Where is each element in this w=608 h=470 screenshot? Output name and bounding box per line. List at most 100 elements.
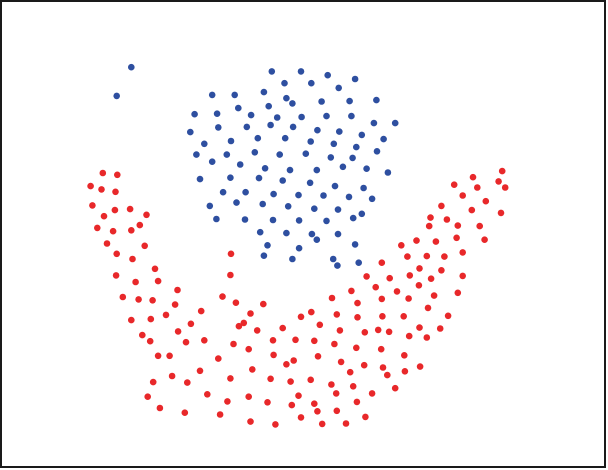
scatter-point-series-2 bbox=[459, 249, 467, 256]
scatter-point-series-1 bbox=[213, 110, 221, 117]
scatter-point-series-2 bbox=[318, 420, 326, 428]
scatter-point-series-1 bbox=[306, 179, 314, 187]
scatter-point-series-2 bbox=[99, 169, 107, 177]
scatter-point-series-1 bbox=[281, 134, 289, 142]
scatter-point-series-1 bbox=[233, 199, 240, 206]
scatter-point-series-2 bbox=[416, 265, 423, 272]
scatter-point-series-1 bbox=[334, 230, 342, 238]
scatter-point-series-2 bbox=[240, 319, 248, 327]
scatter-point-series-2 bbox=[103, 240, 111, 247]
scatter-point-series-2 bbox=[270, 351, 277, 359]
scatter-point-series-2 bbox=[348, 287, 355, 295]
scatter-point-series-2 bbox=[385, 328, 393, 336]
scatter-point-series-2 bbox=[260, 300, 267, 308]
scatter-point-series-2 bbox=[372, 283, 380, 291]
scatter-point-series-1 bbox=[201, 140, 208, 148]
scatter-point-series-2 bbox=[438, 267, 445, 274]
scatter-point-series-2 bbox=[377, 345, 385, 353]
scatter-point-series-2 bbox=[143, 211, 150, 219]
scatter-point-series-2 bbox=[400, 313, 408, 320]
scatter-point-series-1 bbox=[329, 255, 337, 263]
scatter-point-series-1 bbox=[358, 210, 366, 218]
scatter-point-series-2 bbox=[346, 368, 354, 376]
scatter-point-series-2 bbox=[245, 393, 252, 401]
scatter-point-series-2 bbox=[398, 242, 405, 249]
scatter-point-series-2 bbox=[166, 352, 173, 360]
scatter-point-series-1 bbox=[314, 126, 321, 134]
scatter-point-series-1 bbox=[351, 241, 359, 248]
scatter-point-series-1 bbox=[311, 205, 318, 212]
scatter-point-series-1 bbox=[335, 84, 343, 92]
scatter-point-series-2 bbox=[94, 224, 101, 232]
scatter-point-series-2 bbox=[128, 316, 135, 324]
scatter-point-series-2 bbox=[311, 337, 318, 345]
scatter-point-series-1 bbox=[346, 97, 353, 105]
scatter-point-series-2 bbox=[368, 390, 376, 397]
scatter-point-series-1 bbox=[247, 111, 255, 119]
scatter-point-series-2 bbox=[336, 327, 344, 334]
scatter-point-series-2 bbox=[149, 297, 156, 304]
scatter-point-series-2 bbox=[136, 221, 144, 229]
scatter-point-series-1 bbox=[227, 174, 234, 181]
scatter-point-series-1 bbox=[339, 163, 347, 171]
scatter-point-series-1 bbox=[313, 166, 321, 174]
scatter-point-series-1 bbox=[269, 216, 277, 224]
scatter-point-series-2 bbox=[307, 376, 315, 384]
scatter-point-series-2 bbox=[474, 184, 481, 191]
scatter-point-series-2 bbox=[174, 328, 182, 335]
scatter-point-series-2 bbox=[245, 345, 252, 353]
scatter-point-series-2 bbox=[132, 278, 139, 286]
scatter-point-series-2 bbox=[328, 381, 335, 388]
scatter-point-series-1 bbox=[327, 154, 335, 161]
scatter-point-series-1 bbox=[284, 203, 292, 210]
scatter-point-series-1 bbox=[281, 79, 288, 87]
scatter-point-series-2 bbox=[311, 400, 318, 408]
scatter-point-series-1 bbox=[223, 151, 231, 158]
scatter-point-series-2 bbox=[416, 363, 424, 370]
scatter-point-series-2 bbox=[316, 321, 324, 329]
scatter-point-series-2 bbox=[495, 178, 502, 185]
scatter-point-series-2 bbox=[425, 222, 433, 230]
scatter-point-series-2 bbox=[363, 273, 370, 280]
scatter-point-series-2 bbox=[89, 202, 96, 209]
scatter-point-series-1 bbox=[208, 91, 216, 99]
scatter-point-series-2 bbox=[353, 398, 361, 406]
scatter-point-series-1 bbox=[128, 63, 135, 71]
scatter-point-series-2 bbox=[430, 292, 438, 299]
scatter-point-series-2 bbox=[98, 186, 105, 193]
scatter-point-series-2 bbox=[427, 275, 435, 283]
scatter-point-series-2 bbox=[469, 173, 477, 181]
scatter-point-series-2 bbox=[438, 202, 445, 210]
scatter-point-series-2 bbox=[361, 329, 369, 336]
scatter-point-series-1 bbox=[241, 216, 249, 223]
scatter-point-series-2 bbox=[174, 286, 181, 294]
scatter-point-series-1 bbox=[270, 190, 277, 198]
scatter-point-series-1 bbox=[227, 137, 235, 145]
scatter-point-series-2 bbox=[379, 364, 387, 371]
scatter-point-series-1 bbox=[264, 242, 271, 249]
scatter-point-series-1 bbox=[242, 188, 249, 196]
scatter-point-series-2 bbox=[333, 407, 341, 415]
scatter-point-series-1 bbox=[187, 128, 194, 136]
scatter-point-series-2 bbox=[459, 272, 467, 280]
scatter-point-series-1 bbox=[334, 262, 341, 269]
scatter-point-series-1 bbox=[113, 92, 120, 100]
scatter-point-series-2 bbox=[197, 307, 205, 315]
scatter-point-series-2 bbox=[126, 205, 134, 213]
scatter-point-series-1 bbox=[243, 123, 251, 131]
scatter-point-series-1 bbox=[298, 113, 305, 121]
scatter-point-series-1 bbox=[191, 110, 198, 118]
scatter-point-series-1 bbox=[265, 102, 273, 110]
scatter-point-series-2 bbox=[308, 308, 315, 316]
scatter-point-series-2 bbox=[112, 188, 119, 196]
scatter-point-series-2 bbox=[292, 336, 299, 344]
scatter-point-series-1 bbox=[330, 140, 338, 148]
scatter-point-series-2 bbox=[416, 324, 423, 331]
scatter-point-series-2 bbox=[187, 320, 195, 328]
scatter-point-series-2 bbox=[290, 357, 298, 364]
scatter-point-series-1 bbox=[208, 158, 216, 165]
scatter-point-series-2 bbox=[331, 340, 338, 348]
scatter-point-series-2 bbox=[297, 414, 305, 421]
scatter-point-series-1 bbox=[358, 131, 366, 139]
scatter-point-series-1 bbox=[255, 174, 263, 182]
